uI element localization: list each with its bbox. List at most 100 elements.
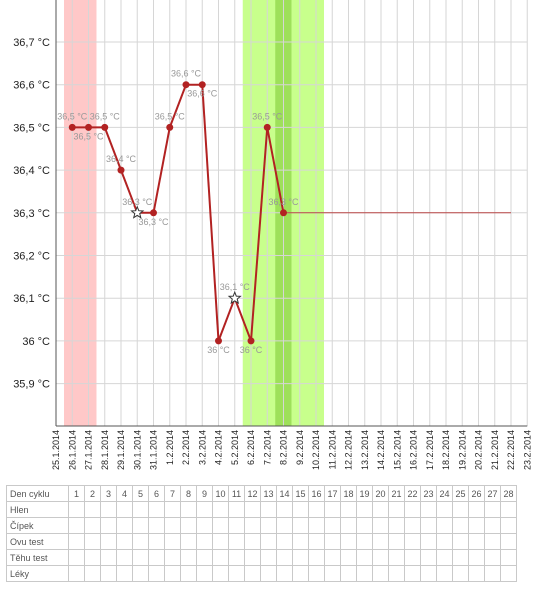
table-cell[interactable] xyxy=(100,517,117,534)
table-cell[interactable] xyxy=(68,501,85,518)
table-cell[interactable] xyxy=(356,549,373,566)
table-cell[interactable] xyxy=(228,533,245,550)
table-cell[interactable] xyxy=(484,501,501,518)
table-cell[interactable] xyxy=(484,549,501,566)
table-cell[interactable] xyxy=(276,501,293,518)
table-cell[interactable] xyxy=(116,517,133,534)
table-cell[interactable] xyxy=(148,565,165,582)
table-cell[interactable] xyxy=(276,517,293,534)
table-cell[interactable] xyxy=(276,549,293,566)
table-cell[interactable] xyxy=(292,533,309,550)
table-cell[interactable] xyxy=(436,549,453,566)
table-cell[interactable] xyxy=(84,549,101,566)
table-cell[interactable] xyxy=(372,565,389,582)
table-cell[interactable] xyxy=(420,517,437,534)
table-cell[interactable] xyxy=(132,565,149,582)
table-cell[interactable] xyxy=(452,501,469,518)
table-cell[interactable] xyxy=(84,565,101,582)
table-cell[interactable] xyxy=(164,549,181,566)
table-cell[interactable] xyxy=(196,549,213,566)
table-cell[interactable] xyxy=(180,549,197,566)
table-cell[interactable] xyxy=(100,501,117,518)
table-cell[interactable] xyxy=(308,517,325,534)
table-cell[interactable] xyxy=(260,549,277,566)
table-cell[interactable] xyxy=(196,533,213,550)
table-cell[interactable] xyxy=(324,549,341,566)
table-cell[interactable] xyxy=(116,549,133,566)
table-cell[interactable] xyxy=(324,533,341,550)
table-cell[interactable] xyxy=(196,565,213,582)
table-cell[interactable] xyxy=(388,533,405,550)
table-cell[interactable] xyxy=(484,533,501,550)
table-cell[interactable] xyxy=(308,533,325,550)
table-cell[interactable] xyxy=(356,565,373,582)
table-cell[interactable] xyxy=(452,517,469,534)
table-cell[interactable] xyxy=(148,501,165,518)
table-cell[interactable] xyxy=(500,533,517,550)
table-cell[interactable] xyxy=(372,533,389,550)
table-cell[interactable] xyxy=(212,565,229,582)
table-cell[interactable] xyxy=(196,501,213,518)
table-cell[interactable] xyxy=(500,517,517,534)
table-cell[interactable] xyxy=(100,565,117,582)
table-cell[interactable] xyxy=(468,533,485,550)
table-cell[interactable] xyxy=(420,549,437,566)
table-cell[interactable] xyxy=(484,517,501,534)
table-cell[interactable] xyxy=(420,501,437,518)
table-cell[interactable] xyxy=(212,549,229,566)
table-cell[interactable] xyxy=(148,549,165,566)
table-cell[interactable] xyxy=(180,565,197,582)
table-cell[interactable] xyxy=(260,517,277,534)
table-cell[interactable] xyxy=(164,501,181,518)
table-cell[interactable] xyxy=(228,549,245,566)
table-cell[interactable] xyxy=(324,517,341,534)
table-cell[interactable] xyxy=(228,501,245,518)
table-cell[interactable] xyxy=(292,517,309,534)
table-cell[interactable] xyxy=(500,501,517,518)
table-cell[interactable] xyxy=(420,565,437,582)
table-cell[interactable] xyxy=(68,517,85,534)
table-cell[interactable] xyxy=(84,517,101,534)
table-cell[interactable] xyxy=(340,565,357,582)
table-cell[interactable] xyxy=(244,501,261,518)
table-cell[interactable] xyxy=(212,501,229,518)
table-cell[interactable] xyxy=(308,501,325,518)
table-cell[interactable] xyxy=(388,517,405,534)
table-cell[interactable] xyxy=(212,517,229,534)
table-cell[interactable] xyxy=(276,565,293,582)
table-cell[interactable] xyxy=(116,533,133,550)
table-cell[interactable] xyxy=(132,517,149,534)
table-cell[interactable] xyxy=(404,533,421,550)
table-cell[interactable] xyxy=(68,549,85,566)
table-cell[interactable] xyxy=(468,501,485,518)
table-cell[interactable] xyxy=(244,549,261,566)
table-cell[interactable] xyxy=(388,565,405,582)
table-cell[interactable] xyxy=(180,517,197,534)
table-cell[interactable] xyxy=(292,501,309,518)
table-cell[interactable] xyxy=(452,533,469,550)
table-cell[interactable] xyxy=(420,533,437,550)
table-cell[interactable] xyxy=(452,549,469,566)
table-cell[interactable] xyxy=(452,565,469,582)
table-cell[interactable] xyxy=(164,517,181,534)
table-cell[interactable] xyxy=(292,565,309,582)
table-cell[interactable] xyxy=(132,549,149,566)
table-cell[interactable] xyxy=(84,533,101,550)
table-cell[interactable] xyxy=(388,549,405,566)
table-cell[interactable] xyxy=(356,517,373,534)
table-cell[interactable] xyxy=(244,533,261,550)
table-cell[interactable] xyxy=(244,565,261,582)
table-cell[interactable] xyxy=(244,517,261,534)
table-cell[interactable] xyxy=(180,533,197,550)
table-cell[interactable] xyxy=(356,501,373,518)
table-cell[interactable] xyxy=(292,549,309,566)
table-cell[interactable] xyxy=(84,501,101,518)
table-cell[interactable] xyxy=(372,501,389,518)
table-cell[interactable] xyxy=(180,501,197,518)
table-cell[interactable] xyxy=(324,501,341,518)
table-cell[interactable] xyxy=(196,517,213,534)
table-cell[interactable] xyxy=(308,565,325,582)
table-cell[interactable] xyxy=(484,565,501,582)
table-cell[interactable] xyxy=(468,517,485,534)
table-cell[interactable] xyxy=(260,501,277,518)
